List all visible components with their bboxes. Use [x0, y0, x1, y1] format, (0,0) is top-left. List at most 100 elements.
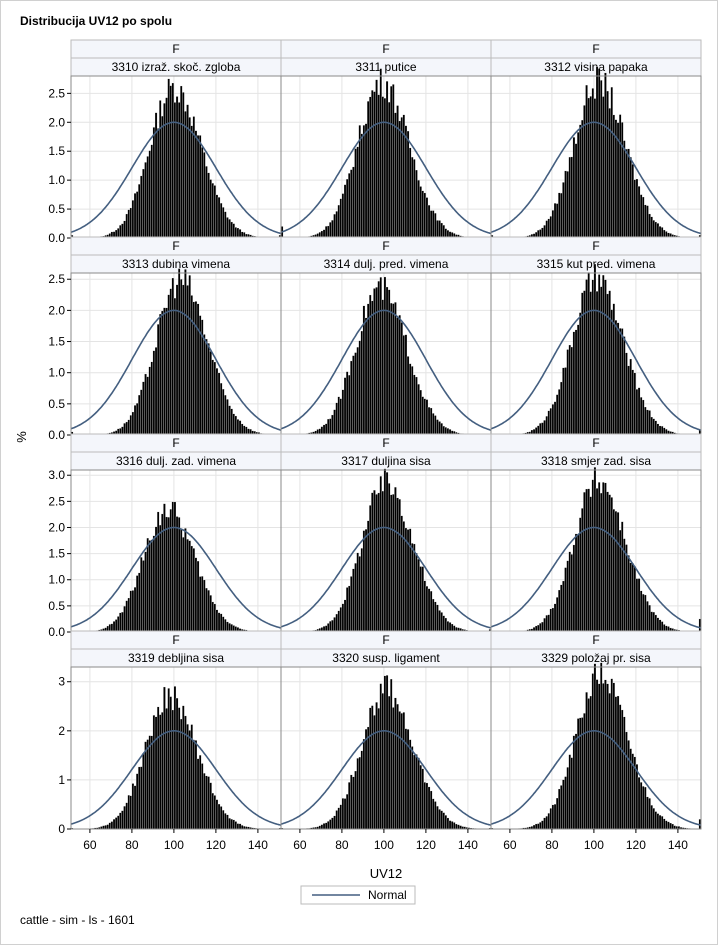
histogram-bar	[625, 352, 628, 436]
histogram-bar	[652, 418, 655, 436]
histogram-bar	[425, 399, 429, 436]
panel-sex-label: F	[382, 633, 389, 647]
histogram-bar	[138, 766, 141, 830]
histogram-bar	[547, 813, 550, 830]
histogram-bar	[551, 607, 555, 633]
histogram-bar	[541, 422, 544, 436]
normal-curve	[280, 309, 492, 431]
histogram-bar	[203, 579, 206, 633]
histogram-bar	[635, 389, 639, 436]
histogram-bar	[446, 621, 450, 633]
x-tick-label: 80	[125, 838, 139, 852]
histogram-bar	[358, 556, 361, 633]
histogram-bar	[224, 394, 227, 436]
histogram-bar	[390, 494, 393, 633]
histogram-bar	[215, 194, 219, 239]
histogram-bar	[371, 492, 374, 633]
panel-4: F 3313 dubina vimena 0.0 0.5 1.0 1.5 2.0 2.5	[48, 236, 282, 442]
histogram-bar	[173, 501, 177, 633]
histogram-bar	[606, 683, 609, 830]
histogram-bar	[186, 724, 189, 830]
histogram-bar	[404, 334, 408, 436]
histogram-bar	[602, 96, 605, 239]
histogram-bar	[148, 366, 151, 436]
histogram-bar	[654, 221, 658, 239]
histogram-bar	[423, 398, 427, 436]
histogram-bar	[387, 695, 391, 830]
panel-5: F 3314 dulj. pred. vimena	[280, 236, 492, 436]
histogram-bar	[211, 183, 214, 239]
histogram-bar	[222, 810, 225, 830]
histogram-bar	[432, 210, 435, 239]
histogram-bar	[119, 812, 122, 830]
histogram-bar	[564, 776, 567, 830]
histogram-bar	[129, 590, 133, 633]
histogram-bar	[205, 338, 208, 436]
histogram-bar	[343, 798, 347, 830]
histogram-bar	[411, 746, 414, 830]
histogram-bar	[429, 790, 433, 830]
histogram-bar	[606, 90, 609, 239]
panel-trait-label: 3318 smjer zad. sisa	[541, 454, 651, 468]
histogram-bar	[217, 612, 221, 633]
histogram-bar	[337, 610, 340, 633]
histogram-bar	[608, 290, 611, 436]
histogram-bar	[639, 782, 643, 830]
histogram-bar	[163, 103, 166, 239]
histogram-bar	[434, 212, 437, 239]
y-tick-label: 2.0	[48, 115, 65, 129]
histogram-bar	[163, 503, 166, 633]
histogram-bar	[421, 566, 424, 633]
histogram-bar	[159, 714, 162, 830]
histogram-bar	[142, 381, 145, 436]
histogram-bar	[322, 823, 326, 830]
histogram-bar	[194, 130, 198, 239]
histogram-bar	[217, 197, 221, 239]
x-tick-label: 120	[416, 838, 436, 852]
normal-curve	[280, 121, 492, 235]
histogram-bar	[566, 349, 569, 436]
histogram-bar	[656, 617, 660, 633]
histogram-bar	[234, 227, 238, 239]
x-tick-label: 60	[293, 838, 307, 852]
histogram-bar	[562, 182, 565, 239]
histogram-bar	[646, 409, 649, 436]
histogram-bar	[427, 407, 431, 436]
histogram-bar	[369, 707, 372, 830]
histogram-bar	[362, 530, 366, 633]
histogram-bar	[373, 91, 376, 239]
histogram-bar	[230, 818, 233, 830]
histogram-bar	[427, 786, 431, 830]
histogram-bar	[198, 135, 202, 239]
histogram-bar	[574, 733, 578, 830]
histogram-bar	[419, 764, 422, 830]
histogram-bar	[421, 190, 424, 239]
histogram-bar	[623, 140, 626, 239]
histogram-bar	[211, 601, 214, 633]
histogram-bar	[320, 824, 324, 830]
histogram-bar	[383, 98, 387, 239]
histogram-bar	[198, 754, 202, 830]
histogram-bar	[440, 810, 443, 830]
histogram-bar	[385, 472, 389, 633]
histogram-bar	[188, 730, 191, 830]
y-tick-label: 1.0	[48, 573, 65, 587]
histogram-bar	[667, 821, 670, 830]
histogram-bar	[652, 808, 655, 830]
histogram-bar	[438, 220, 441, 239]
histogram-bar	[669, 822, 672, 830]
histogram-bar	[442, 615, 445, 633]
histogram-bar	[163, 686, 166, 830]
histogram-bar	[637, 777, 641, 830]
histogram-bar	[576, 718, 580, 830]
histogram-bar	[448, 820, 452, 830]
histogram-bar	[104, 825, 107, 830]
histogram-bar	[148, 540, 151, 633]
histogram-bar	[196, 303, 200, 436]
histogram-bar	[152, 535, 156, 633]
histogram-bar	[213, 795, 217, 830]
histogram-bar	[585, 692, 588, 830]
histogram-bar	[394, 112, 397, 239]
histogram-bar	[119, 225, 122, 239]
histogram-bar	[161, 115, 164, 239]
